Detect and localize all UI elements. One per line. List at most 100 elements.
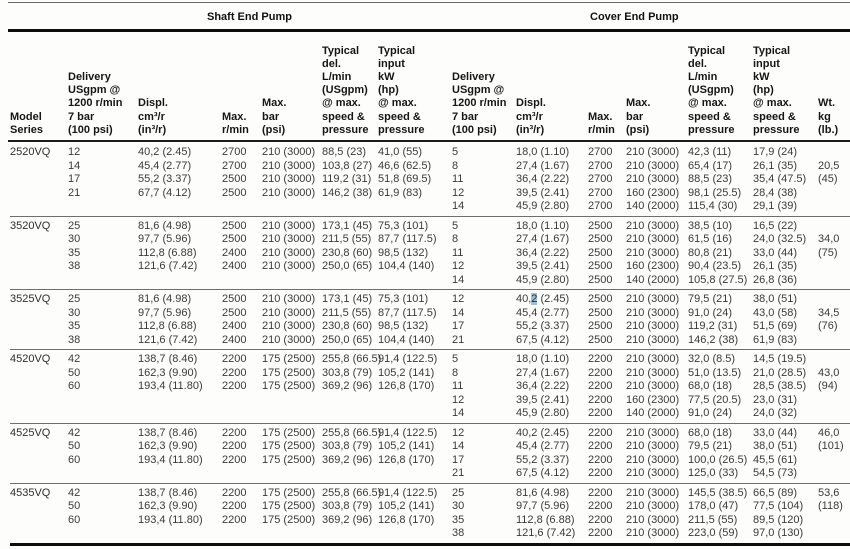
cover-delivery-cell: 14 [452, 200, 465, 212]
cover-typ_del-cell: 146,2 (38) [688, 333, 739, 346]
shaft-typ_del-cell [322, 274, 378, 288]
cover-bar-cell: 210 (3000) [626, 527, 680, 539]
shaft-typ_del-cell: 369,2 (96) [322, 380, 373, 392]
shaft-typ_del-cell: 303,8 (79) [322, 366, 373, 379]
cover-typ_input-cell: 35,4 (47.5) [753, 173, 807, 185]
cover-delivery-cell: 17 [452, 320, 465, 332]
shaft-bar-cell [262, 527, 322, 541]
cover-typ_input-cell: 66,5 (89) [753, 486, 798, 499]
shaft-typ_del-cell: 211,5 (55) [322, 233, 372, 245]
cover-typ_input-cell: 54,5 (73) [753, 467, 798, 479]
weight-cell: (45) [818, 173, 838, 185]
shaft-displ-cell: 193,4 (11.80) [138, 513, 203, 526]
shaft-displ-cell: 112,8 (6.88) [138, 320, 197, 332]
col-header-shaft-max-bar: Max. bar (psi) [262, 97, 287, 136]
model-series-cell: 3525VQ [10, 293, 51, 305]
cover-displ-cell: 39,5 (2.41) [516, 393, 570, 406]
cover-delivery-cell: 12 [452, 293, 465, 305]
cover-displ-cell: 112,8 (6.88) [516, 513, 575, 526]
header-bottom-rule [8, 140, 850, 142]
shaft-bar-cell: 175 (2500) [262, 426, 316, 439]
shaft-typ_del-cell: 369,2 (96) [322, 513, 373, 526]
model-series-cell [10, 274, 68, 288]
cover-typ_input-cell: 17,9 (24) [753, 146, 798, 158]
shaft-delivery-cell [68, 200, 138, 214]
shaft-rpm-cell [222, 200, 262, 214]
shaft-bar-cell: 210 (3000) [262, 219, 316, 232]
shaft-bar-cell: 210 (3000) [262, 320, 316, 332]
shaft-delivery-cell: 50 [68, 366, 81, 379]
shaft-rpm-cell: 2400 [222, 246, 247, 259]
cover-rpm-cell: 2200 [588, 393, 613, 406]
shaft-delivery-cell [68, 394, 138, 408]
cover-typ_del-cell: 32,0 (8.5) [688, 353, 736, 365]
shaft-delivery-cell: 35 [68, 246, 81, 259]
weight-cell [818, 200, 850, 214]
shaft-delivery-cell: 12 [68, 146, 81, 158]
cover-bar-cell: 210 (3000) [626, 306, 680, 319]
model-series-cell [10, 233, 68, 247]
shaft-displ-cell: 97,7 (5.96) [138, 233, 192, 245]
weight-cell: 43,0 [818, 366, 840, 379]
shaft-displ-cell: 162,3 (9.90) [138, 366, 198, 379]
shaft-typ_input-cell: 98,5 (132) [378, 320, 429, 332]
shaft-typ_del-cell [322, 527, 378, 541]
shaft-bar-cell: 175 (2500) [262, 440, 316, 452]
weight-cell [818, 146, 850, 160]
cover-typ_input-cell: 26,1 (35) [753, 260, 798, 272]
weight-cell [818, 260, 850, 274]
shaft-delivery-cell: 60 [68, 380, 81, 392]
weight-cell [818, 514, 850, 528]
cover-displ-cell: 67,5 (4.12) [516, 333, 570, 346]
shaft-rpm-cell: 2200 [222, 513, 247, 526]
col-header-model-series: Model Series [10, 110, 44, 136]
cover-typ_del-cell: 80,8 (21) [688, 246, 733, 259]
cover-rpm-cell: 2200 [588, 353, 613, 365]
shaft-typ_input-cell [378, 467, 452, 481]
shaft-rpm-cell: 2200 [222, 500, 247, 512]
model-series-cell [10, 247, 68, 261]
model-series-cell [10, 187, 68, 201]
cover-typ_del-cell: 65,4 (17) [688, 159, 733, 172]
model-series-cell [10, 440, 68, 454]
shaft-typ_del-cell: 255,8 (66.5) [322, 486, 382, 499]
shaft-typ_input-cell: 75,3 (101) [378, 293, 429, 305]
weight-cell: (94) [818, 380, 838, 392]
model-group-4535VQ: 4535VQ 42 138,7 (8.46) 2200 175 (2500) 255,8 … [10, 484, 850, 546]
shaft-displ-cell: 112,8 (6.88) [138, 246, 197, 259]
cover-displ-cell: 18,0 (1.10) [516, 146, 570, 158]
shaft-delivery-cell: 60 [68, 513, 81, 526]
cover-rpm-cell: 2200 [588, 467, 613, 479]
shaft-typ_input-cell [378, 274, 452, 288]
shaft-delivery-cell: 42 [68, 353, 81, 365]
shaft-bar-cell: 175 (2500) [262, 453, 316, 466]
cover-displ-cell: 45,9 (2.80) [516, 273, 570, 286]
cover-typ_del-cell: 88,5 (23) [688, 173, 733, 185]
cover-bar-cell: 210 (3000) [626, 440, 680, 452]
cover-displ-cell: 27,4 (1.67) [516, 366, 570, 379]
cover-displ-cell: 81,6 (4.98) [516, 486, 570, 499]
weight-cell: 34,5 [818, 306, 840, 319]
shaft-rpm-cell [222, 467, 262, 481]
model-series-cell: 4520VQ [10, 353, 51, 365]
cover-typ_input-cell: 23,0 (31) [753, 393, 798, 406]
shaft-delivery-cell: 50 [68, 440, 81, 452]
weight-cell [818, 274, 850, 288]
cover-rpm-cell: 2500 [588, 273, 613, 286]
cover-displ-cell: 39,5 (2.41) [516, 260, 570, 272]
shaft-displ-cell: 162,3 (9.90) [138, 440, 198, 452]
col-header-shaft-delivery: Delivery USgpm @ 1200 r/min 7 bar (100 p… [68, 70, 123, 136]
weight-cell: (118) [818, 500, 843, 512]
col-header-shaft-typical-input: Typical input kW (hp) @ max. speed & pre… [378, 44, 425, 136]
shaft-displ-cell [138, 200, 222, 214]
shaft-displ-cell: 97,7 (5.96) [138, 306, 192, 319]
cover-bar-cell: 210 (3000) [626, 246, 680, 259]
cover-typ_del-cell: 91,0 (24) [688, 306, 733, 319]
shaft-displ-cell: 193,4 (11.80) [138, 453, 203, 466]
cover-bar-cell: 210 (3000) [626, 513, 680, 526]
cover-delivery-cell: 21 [452, 333, 465, 346]
model-group-4525VQ: 4525VQ 42 138,7 (8.46) 2200 175 (2500) 255,8 … [10, 424, 850, 484]
shaft-bar-cell [262, 467, 322, 481]
shaft-displ-cell: 138,7 (8.46) [138, 353, 198, 365]
shaft-delivery-cell: 17 [68, 173, 81, 185]
